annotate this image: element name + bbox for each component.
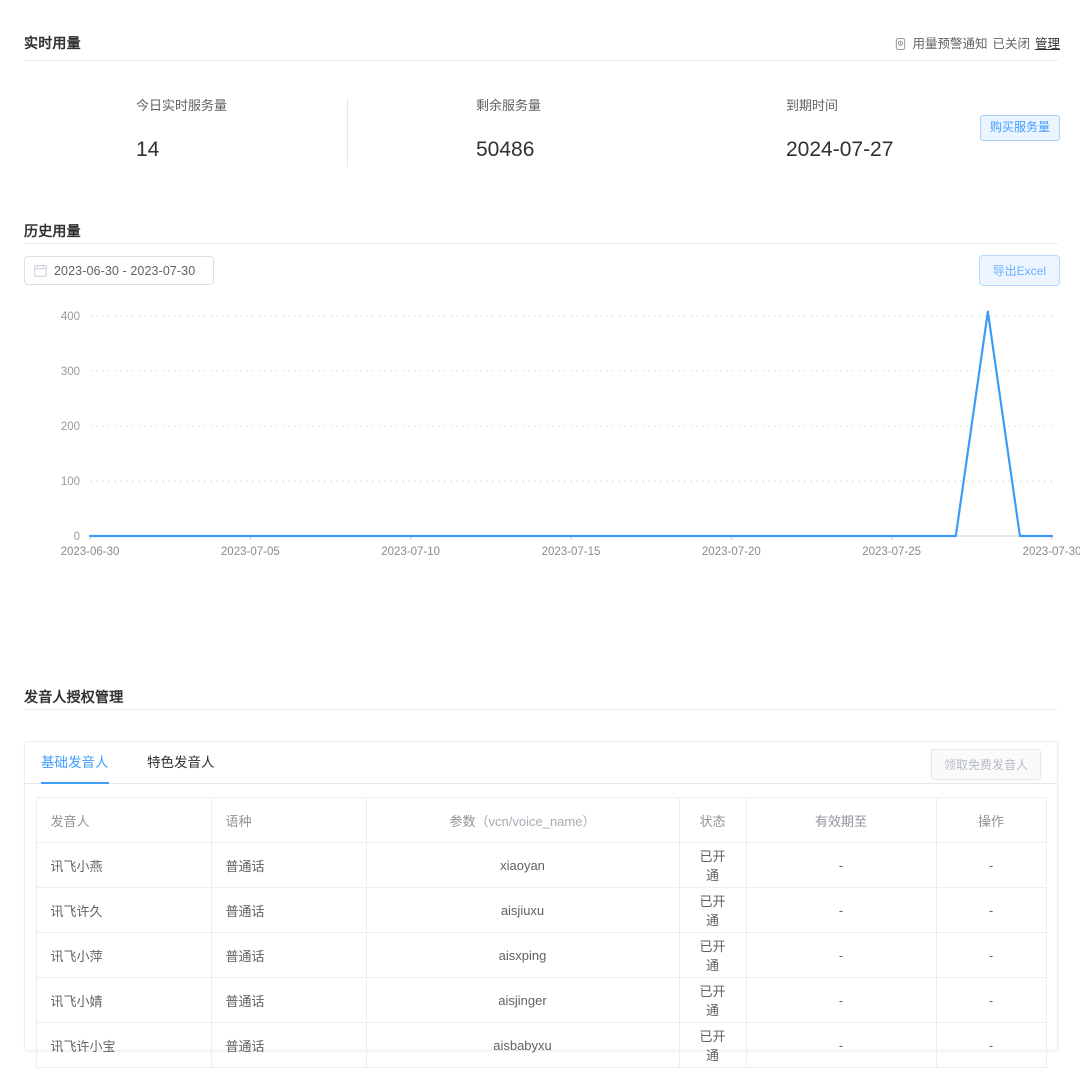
voice-language: 普通话 [210,1022,367,1068]
usage-alert-row: 用量预警通知 已关闭 管理 [894,33,1060,52]
voice-auth-card: 基础发音人 特色发音人 领取免费发音人 发音人 语种 参数（vcn/voice_… [24,741,1058,1068]
voice-language: 普通话 [210,977,367,1023]
voice-status: 已开通 [678,842,747,888]
voice-table: 发音人 语种 参数（vcn/voice_name） 状态 有效期至 操作 讯飞小… [35,797,1047,1068]
chart-y-tick-label: 0 [74,531,80,543]
col-header-param-sub: （vcn/voice_name） [475,813,596,829]
chart-x-tick-label: 2023-07-30 [1023,546,1080,558]
col-header-status: 状态 [678,797,747,843]
voice-status: 已开通 [678,932,747,978]
usage-alert-status: 已关闭 [992,37,1030,51]
table-row: 讯飞许久 普通话 aisjiuxu 已开通 - - [35,887,1047,933]
col-header-language: 语种 [210,797,367,843]
stat-today-realtime: 今日实时服务量 14 [136,95,227,162]
export-excel-button[interactable]: 导出Excel [978,255,1060,286]
voice-table-header-row: 发音人 语种 参数（vcn/voice_name） 状态 有效期至 操作 [35,797,1047,843]
stat-today-value: 14 [136,138,160,161]
chart-canvas: 0 100 200 300 400 2023-06-30 2023-07-05 2023-07… [61,310,1080,558]
chart-x-tick-label: 2023-07-20 [702,546,761,558]
voice-language: 普通话 [210,887,367,933]
usage-alert-label: 用量预警通知 [912,37,988,51]
voice-action: - [935,932,1047,978]
usage-alert-manage-link[interactable]: 管理 [1034,37,1060,51]
chart-series-line [88,310,1054,538]
voice-expire: - [745,932,937,978]
table-row: 讯飞许小宝 普通话 aisbabyxu 已开通 - - [35,1022,1047,1068]
chart-y-tick-label: 300 [61,366,80,378]
chart-x-tick-label: 2023-07-15 [542,546,601,558]
voice-action: - [935,1022,1047,1068]
voice-expire: - [745,842,937,888]
voice-status: 已开通 [678,977,747,1023]
buy-service-button[interactable]: 购买服务量 [979,115,1060,141]
voice-expire: - [745,887,937,933]
voice-name: 讯飞小燕 [35,842,212,888]
chart-x-tick-label: 2023-07-05 [221,546,280,558]
realtime-divider [24,60,1058,61]
col-header-param-main: 参数 [449,813,476,829]
stat-expiry: 到期时间 2024-07-27 [786,95,893,162]
voice-language: 普通话 [210,842,367,888]
stat-remaining-label: 剩余服务量 [476,98,542,113]
chart-x-tick-label: 2023-07-25 [862,546,921,558]
chart-x-tick-label: 2023-07-10 [381,546,440,558]
date-range-picker[interactable]: 2023-06-30 - 2023-07-30 [24,256,214,285]
date-range-value: 2023-06-30 - 2023-07-30 [54,263,196,278]
realtime-usage-title: 实时用量 [24,35,81,51]
chart-y-tick-label: 200 [61,421,80,433]
voice-name: 讯飞小婧 [35,977,212,1023]
voice-param: aisxping [365,932,680,978]
calendar-icon [34,264,47,277]
stat-remaining-value: 50486 [476,138,535,161]
voice-language: 普通话 [210,932,367,978]
tab-featured-voice[interactable]: 特色发音人 [146,755,215,770]
realtime-stats: 今日实时服务量 14 剩余服务量 50486 到期时间 2024-07-27 [0,95,1080,185]
voice-name: 讯飞许久 [35,887,212,933]
stat-divider-1 [347,99,348,167]
voice-action: - [935,887,1047,933]
voice-action: - [935,842,1047,888]
chart-y-tick-label: 100 [61,476,80,488]
stat-remaining: 剩余服务量 50486 [476,95,541,162]
col-header-action: 操作 [935,797,1047,843]
voice-name: 讯飞许小宝 [35,1022,212,1068]
stat-expiry-value: 2024-07-27 [786,138,894,161]
voice-param: aisjinger [365,977,680,1023]
voice-name: 讯飞小萍 [35,932,212,978]
voice-param: aisbabyxu [365,1022,680,1068]
col-header-name: 发音人 [35,797,212,843]
usage-line-chart: 0 100 200 300 400 2023-06-30 2023-07-05 2023-07… [0,296,1080,561]
chart-y-tick-label: 400 [61,311,80,323]
voice-status: 已开通 [678,1022,747,1068]
tab-basic-voice[interactable]: 基础发音人 [41,742,109,784]
voice-expire: - [745,977,937,1023]
voice-status: 已开通 [678,887,747,933]
table-row: 讯飞小燕 普通话 xiaoyan 已开通 - - [35,842,1047,888]
bell-alert-icon [894,37,907,51]
claim-free-voice-button[interactable]: 领取免费发音人 [930,749,1041,780]
voice-expire: - [745,1022,937,1068]
voice-auth-title: 发音人授权管理 [24,689,124,705]
stat-expiry-label: 到期时间 [786,98,839,113]
chart-x-tick-label: 2023-06-30 [61,546,120,558]
table-row: 讯飞小萍 普通话 aisxping 已开通 - - [35,932,1047,978]
voice-param: aisjiuxu [365,887,680,933]
voice-action: - [935,977,1047,1023]
history-divider [24,243,1058,244]
voice-divider [24,709,1058,710]
col-header-expire: 有效期至 [745,797,937,843]
stat-today-label: 今日实时服务量 [136,98,228,113]
history-usage-title: 历史用量 [24,223,81,239]
voice-tabs: 基础发音人 特色发音人 领取免费发音人 [25,742,1057,784]
voice-param: xiaoyan [365,842,680,888]
table-row: 讯飞小婧 普通话 aisjinger 已开通 - - [35,977,1047,1023]
col-header-param: 参数（vcn/voice_name） [365,797,680,843]
